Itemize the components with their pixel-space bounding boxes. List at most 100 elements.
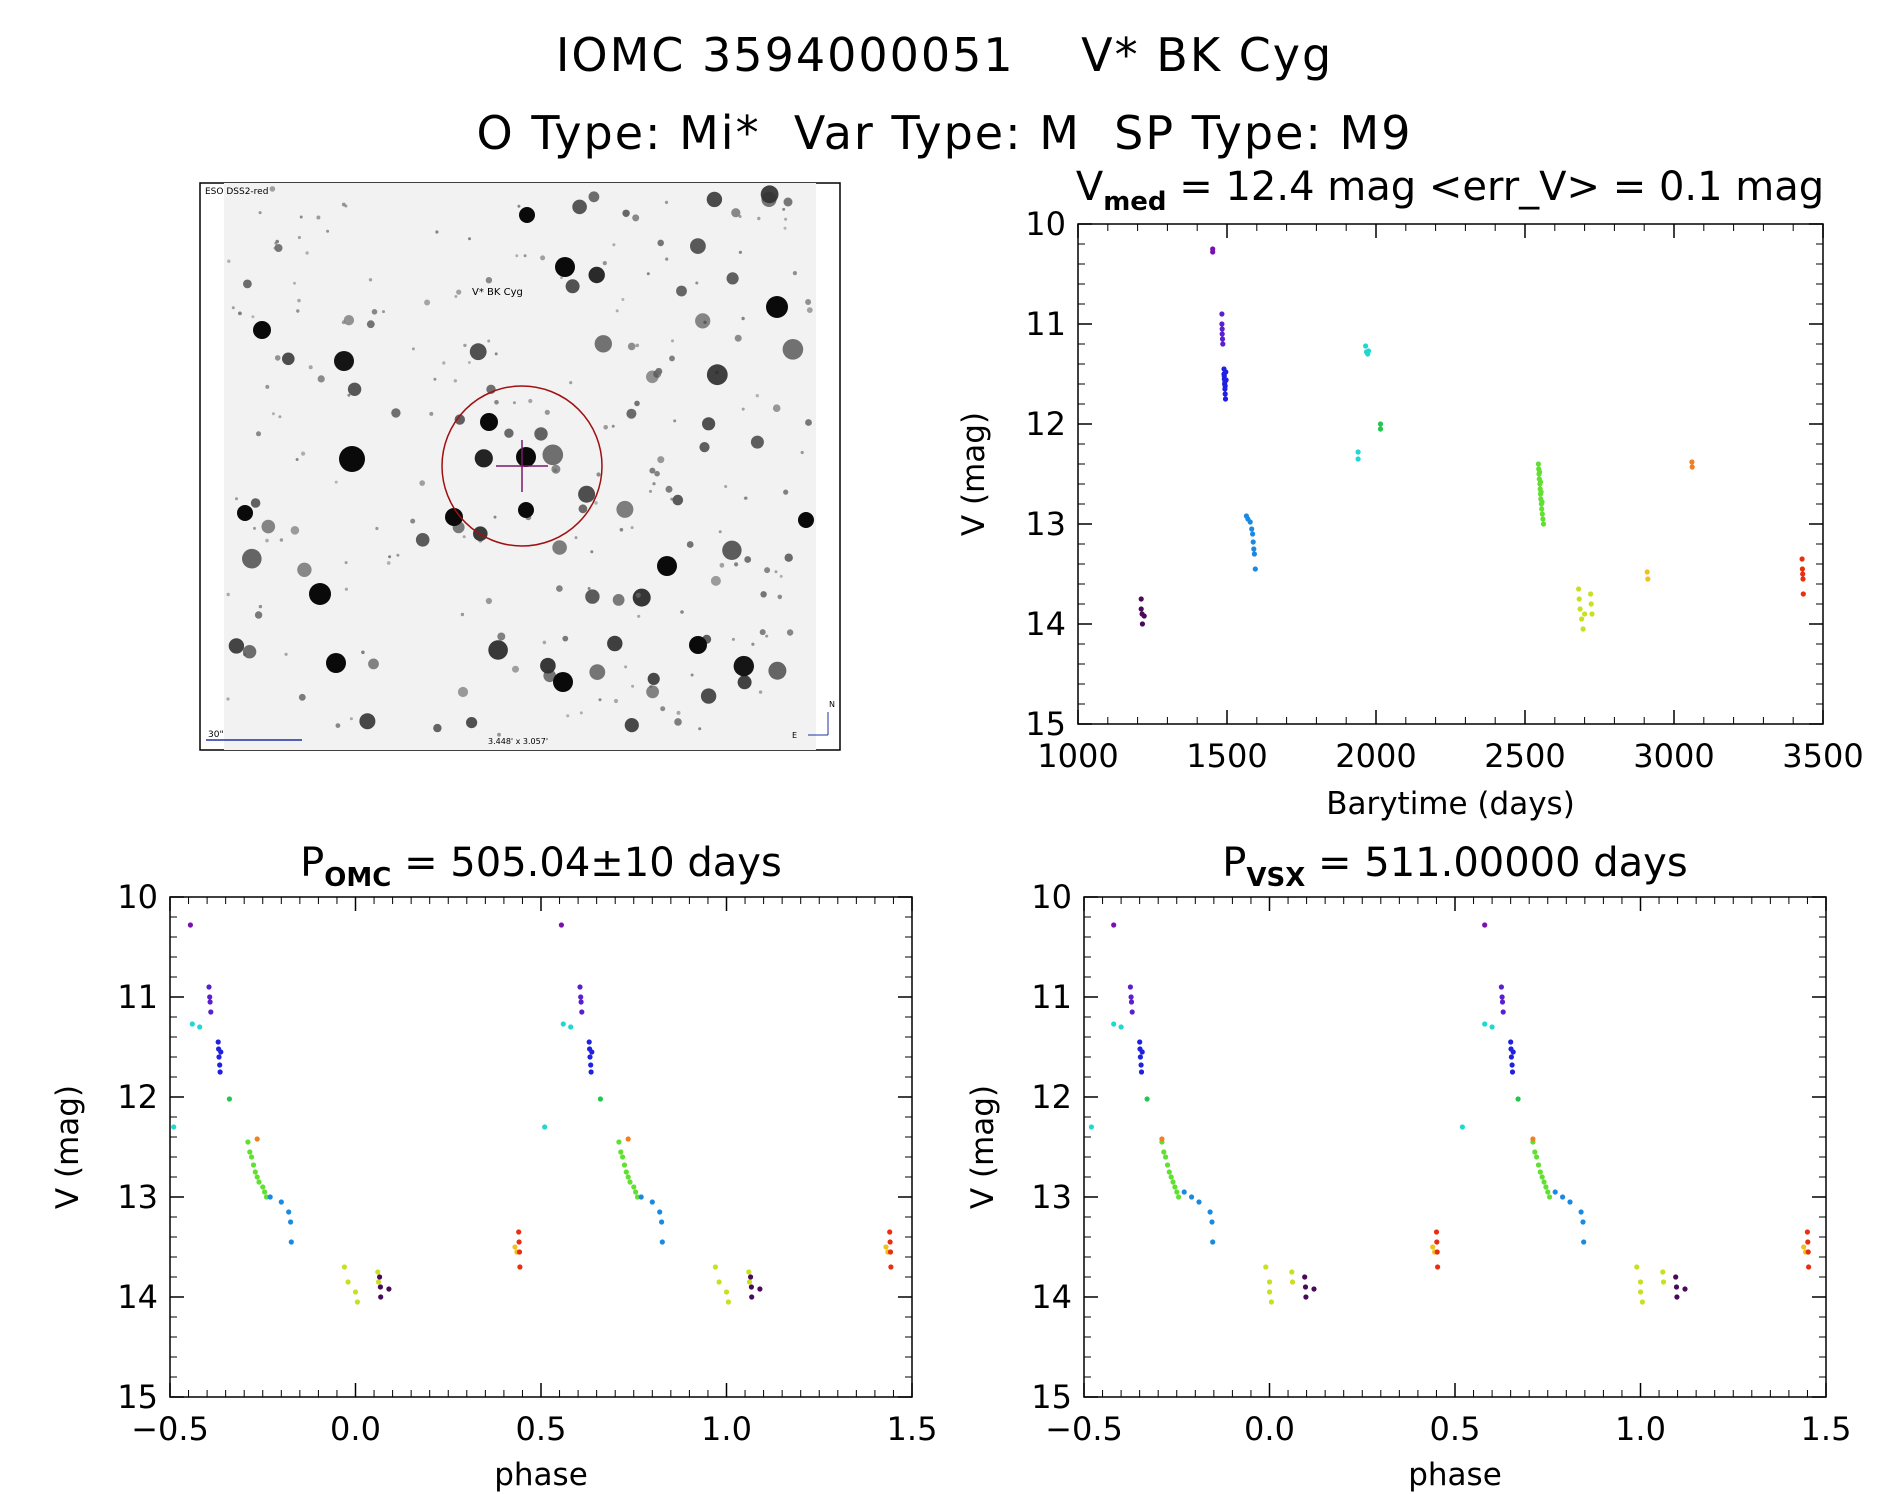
data-point [1804, 1229, 1810, 1235]
star [632, 588, 651, 607]
data-point [1219, 311, 1225, 317]
data-point [587, 1054, 593, 1060]
star [738, 250, 743, 254]
data-point [1689, 459, 1695, 465]
data-point [1800, 576, 1806, 582]
data-point [1434, 1249, 1440, 1255]
data-point [1138, 606, 1144, 612]
star [347, 382, 362, 396]
data-point [247, 1149, 253, 1155]
star [317, 375, 325, 383]
star [734, 562, 739, 567]
y-tick-label: 12 [117, 1078, 158, 1116]
data-point [1534, 1154, 1540, 1160]
data-point [1539, 1174, 1545, 1180]
star [335, 723, 341, 728]
star [782, 339, 804, 360]
y-tick-label: 14 [117, 1278, 158, 1316]
data-point [1547, 1194, 1553, 1200]
star [786, 629, 794, 636]
star [391, 408, 401, 418]
data-point [1139, 1049, 1145, 1055]
data-point [625, 1136, 631, 1142]
data-point [748, 1274, 754, 1280]
y-axis-label: V (mag) [956, 412, 992, 536]
star [741, 407, 745, 411]
data-point [378, 1294, 384, 1300]
data-point [634, 1194, 641, 1200]
star [457, 686, 469, 698]
star [242, 645, 257, 659]
star [664, 200, 669, 204]
star [588, 266, 605, 284]
star [410, 518, 416, 524]
star [657, 456, 665, 464]
data-point [1634, 1264, 1640, 1270]
target-circle [441, 385, 603, 547]
data-point [558, 922, 565, 928]
star [624, 665, 628, 669]
star [647, 672, 660, 686]
data-point [1434, 1239, 1440, 1245]
star [603, 425, 608, 430]
data-point [375, 1269, 381, 1275]
data-point [1580, 1219, 1586, 1225]
data-point [1181, 1189, 1187, 1195]
x-tick-label: −0.5 [1045, 1410, 1123, 1448]
data-point [1363, 343, 1369, 349]
star [487, 339, 491, 343]
star [686, 541, 694, 548]
data-point [716, 1279, 722, 1285]
star [744, 556, 752, 563]
star [671, 339, 674, 343]
star [630, 526, 634, 530]
data-point [1637, 1289, 1644, 1295]
data-point [1219, 331, 1225, 337]
light-curve-chart: Vmed = 12.4 mag <err_V> = 0.1 mag 1000 150… [956, 164, 1864, 822]
target-label: V* BK Cyg [472, 287, 523, 298]
data-point [620, 1154, 626, 1160]
data-point [1138, 596, 1144, 602]
star [542, 640, 547, 645]
star [759, 629, 766, 636]
star [493, 515, 497, 519]
chart-title: POMC = 505.04±10 days [300, 840, 782, 893]
x-tick-label: 1000 [1037, 737, 1118, 775]
data-point [1588, 591, 1594, 597]
star [258, 604, 263, 609]
data-point [1537, 469, 1543, 475]
data-point [278, 1199, 284, 1205]
data-point [1247, 519, 1253, 525]
data-point [627, 1179, 633, 1185]
star [386, 561, 391, 565]
star [512, 401, 516, 405]
x-tick-label: −0.5 [131, 1410, 209, 1448]
data-point [386, 1286, 392, 1292]
star [278, 415, 282, 419]
star [598, 698, 602, 702]
star [284, 652, 288, 656]
star [634, 400, 640, 407]
data-point [1222, 383, 1228, 389]
data-point [1579, 616, 1585, 622]
chart-title: PVSX = 511.00000 days [1222, 840, 1687, 893]
data-point [1222, 396, 1229, 402]
data-point [1800, 591, 1806, 597]
data-point [1482, 922, 1488, 928]
data-point [1489, 1024, 1495, 1030]
chart-title-subscript: OMC [324, 863, 391, 893]
star [649, 489, 652, 493]
data-point [1289, 1269, 1295, 1275]
data-point [1250, 539, 1256, 545]
star [673, 419, 677, 423]
data-point [631, 1184, 637, 1190]
data-point [1128, 994, 1134, 1000]
data-point [1509, 1062, 1515, 1068]
data-point [1221, 373, 1227, 379]
bright-star [657, 556, 677, 576]
data-point [1176, 1194, 1182, 1200]
data-point [887, 1229, 893, 1235]
x-tick-label: 2500 [1484, 737, 1565, 775]
data-point [1139, 621, 1145, 627]
data-point [1250, 531, 1256, 537]
